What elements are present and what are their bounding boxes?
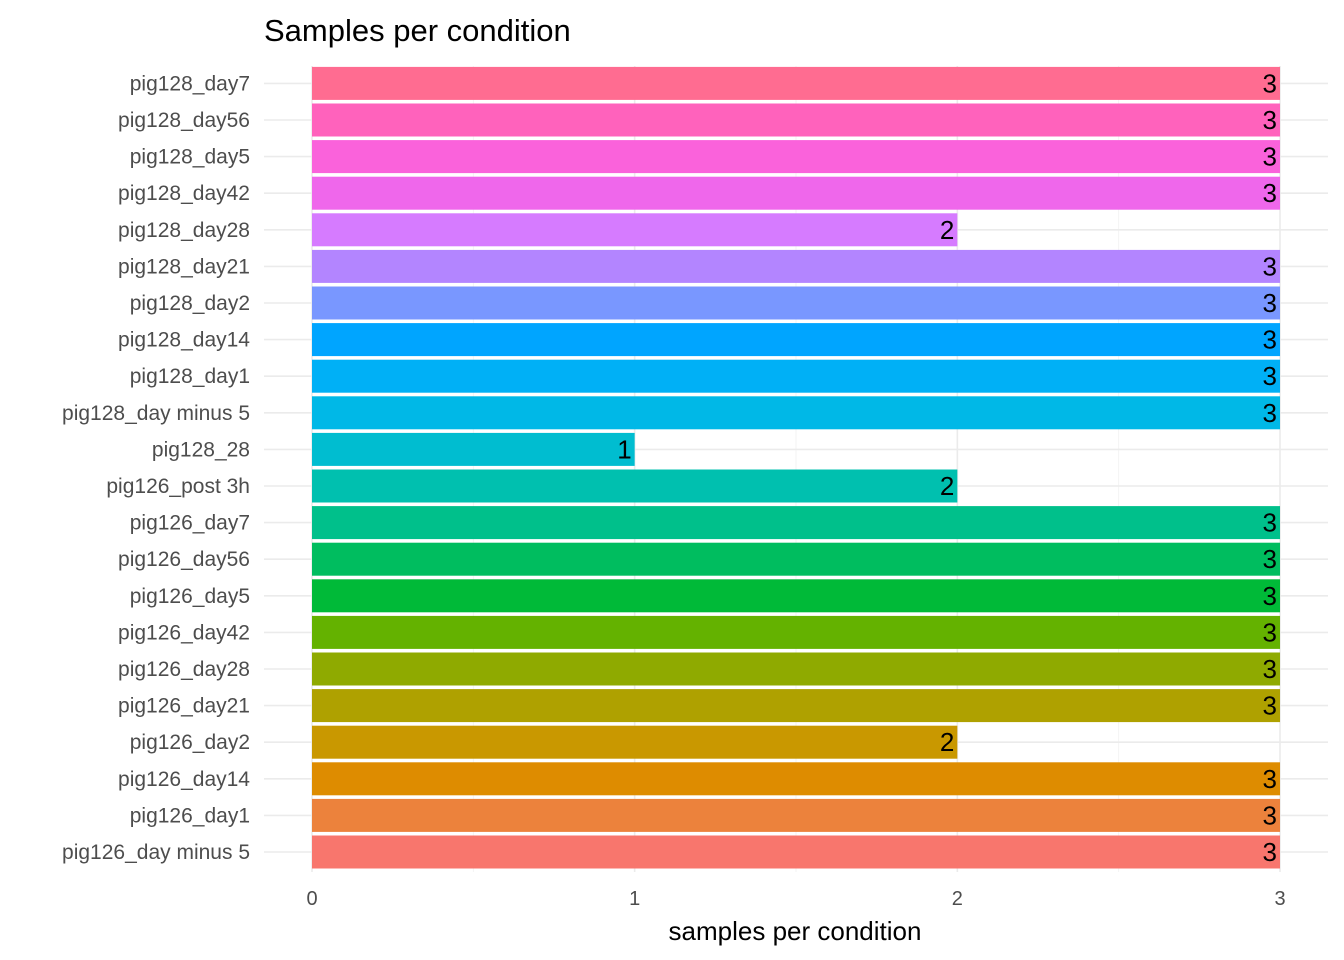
- bar: [312, 249, 1281, 283]
- bar: [312, 396, 1281, 430]
- x-tick-label: 3: [1274, 888, 1285, 910]
- category-tick-label: pig126_day42: [118, 621, 250, 644]
- category-tick-label: pig128_day7: [130, 72, 250, 95]
- bar: [312, 213, 958, 247]
- category-tick-label: pig128_day56: [118, 109, 250, 132]
- bar: [312, 359, 1281, 393]
- x-tick-label: 2: [952, 888, 963, 910]
- category-tick-label: pig128_day28: [118, 219, 250, 242]
- bar: [312, 176, 1281, 210]
- bar-value-label: 1: [617, 434, 631, 464]
- category-tick-label: pig126_post 3h: [106, 475, 250, 498]
- bar-value-label: 3: [1263, 617, 1277, 647]
- category-tick-label: pig128_day1: [130, 365, 250, 388]
- category-tick-label: pig128_day2: [130, 292, 250, 315]
- category-tick-label: pig128_day14: [118, 329, 250, 352]
- value-axis: 0 1 2 3: [306, 888, 1285, 910]
- category-tick-label: pig128_day21: [118, 255, 250, 278]
- category-tick-label: pig126_day14: [118, 768, 250, 791]
- x-tick-label: 1: [629, 888, 640, 910]
- bar: [312, 835, 1281, 869]
- chart-title: Samples per condition: [264, 13, 571, 48]
- category-tick-label: pig126_day56: [118, 548, 250, 571]
- bar: [312, 323, 1281, 357]
- bar-value-label: 3: [1263, 837, 1277, 867]
- bar-value-label: 3: [1263, 544, 1277, 574]
- bar-value-label: 3: [1263, 800, 1277, 830]
- bar: [312, 506, 1281, 540]
- category-tick-label: pig126_day minus 5: [62, 841, 250, 864]
- bar-value-label: 2: [940, 215, 954, 245]
- bar-value-label: 2: [940, 471, 954, 501]
- bar: [312, 140, 1281, 174]
- bar: [312, 725, 958, 759]
- x-axis-title: samples per condition: [669, 916, 922, 946]
- bar: [312, 66, 1281, 100]
- category-tick-label: pig126_day21: [118, 695, 250, 718]
- bar: [312, 762, 1281, 796]
- bar-value-label: 3: [1263, 68, 1277, 98]
- bar-value-label: 3: [1263, 398, 1277, 428]
- category-tick-label: pig126_day1: [130, 804, 250, 827]
- bar-value-label: 3: [1263, 178, 1277, 208]
- bar: [312, 798, 1281, 832]
- bar-value-label: 3: [1263, 288, 1277, 318]
- bar: [312, 542, 1281, 576]
- bar-value-label: 3: [1263, 251, 1277, 281]
- bar-value-label: 3: [1263, 764, 1277, 794]
- bar: [312, 615, 1281, 649]
- category-axis: pig126_day minus 5 pig126_day1 pig126_day1…: [62, 72, 250, 864]
- bar-value-label: 3: [1263, 325, 1277, 355]
- bar: [312, 286, 1281, 320]
- category-tick-label: pig126_day28: [118, 658, 250, 681]
- bar-value-label: 3: [1263, 581, 1277, 611]
- bar: [312, 689, 1281, 723]
- bar-value-label: 2: [940, 727, 954, 757]
- category-tick-label: pig126_day7: [130, 512, 250, 535]
- bar-value-label: 3: [1263, 654, 1277, 684]
- bar-value-label: 3: [1263, 361, 1277, 391]
- category-tick-label: pig126_day2: [130, 731, 250, 754]
- category-tick-label: pig128_day42: [118, 182, 250, 205]
- bar-value-label: 3: [1263, 691, 1277, 721]
- category-tick-label: pig128_28: [152, 438, 250, 461]
- bar: [312, 652, 1281, 686]
- category-tick-label: pig126_day5: [130, 585, 250, 608]
- x-tick-label: 0: [306, 888, 317, 910]
- bar: [312, 469, 958, 503]
- bars-layer: 3 3 3 2 3 3 3 3 3 3 2 1 3 3 3 3 3 2 3 3 3 3: [312, 66, 1281, 869]
- bar-value-label: 3: [1263, 142, 1277, 172]
- bar-value-label: 3: [1263, 508, 1277, 538]
- category-tick-label: pig128_day minus 5: [62, 402, 250, 425]
- bar-value-label: 3: [1263, 105, 1277, 135]
- bar: [312, 579, 1281, 613]
- bar: [312, 103, 1281, 137]
- bar: [312, 432, 635, 466]
- category-tick-label: pig128_day5: [130, 146, 250, 169]
